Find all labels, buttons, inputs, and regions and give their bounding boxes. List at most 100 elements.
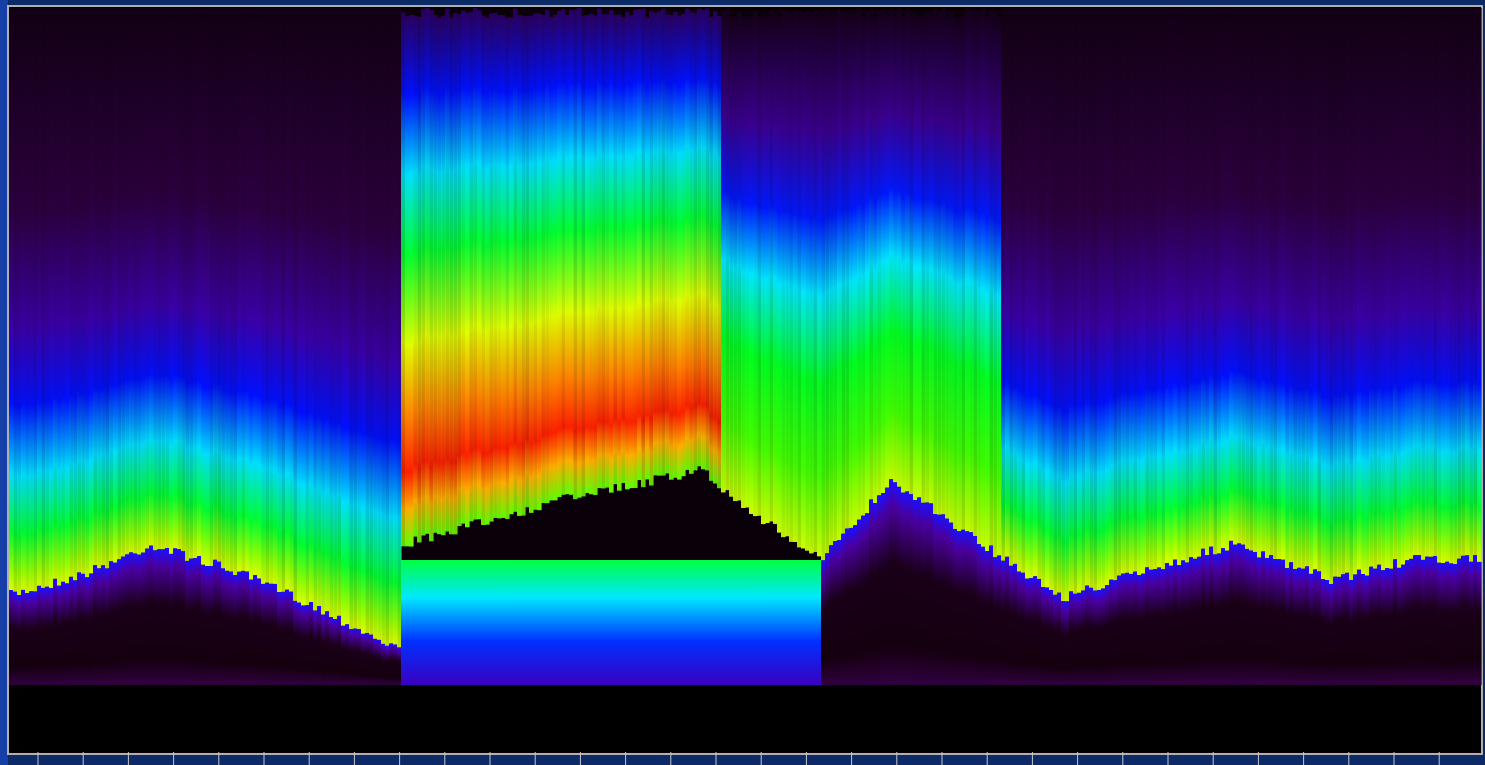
- column: [549, 17, 554, 500]
- column: [881, 10, 886, 493]
- column-base: [441, 560, 446, 685]
- column-base: [1125, 573, 1130, 685]
- column: [1309, 8, 1314, 574]
- column-base: [421, 560, 426, 685]
- column-base: [461, 560, 466, 685]
- column-base: [285, 590, 290, 685]
- column-base: [1453, 564, 1458, 685]
- column-base: [297, 603, 302, 685]
- column: [461, 11, 466, 524]
- column: [613, 15, 618, 484]
- column: [1141, 8, 1146, 574]
- column-base: [1185, 562, 1190, 685]
- column: [1405, 8, 1410, 560]
- column: [961, 14, 966, 529]
- column-base: [649, 560, 654, 685]
- column: [1209, 8, 1214, 547]
- column: [165, 8, 170, 548]
- column: [841, 11, 846, 534]
- column-base: [157, 549, 162, 685]
- column: [957, 18, 962, 531]
- column: [465, 13, 470, 527]
- column: [889, 8, 894, 479]
- column-base: [457, 560, 462, 685]
- column-base: [993, 557, 998, 685]
- column: [1453, 8, 1458, 564]
- column: [805, 11, 810, 551]
- column-base: [1397, 568, 1402, 685]
- column: [1193, 8, 1198, 559]
- column-base: [1329, 584, 1334, 685]
- column: [825, 9, 830, 553]
- column-base: [1429, 557, 1434, 685]
- column: [873, 17, 878, 503]
- column-base: [697, 560, 702, 685]
- column-base: [781, 560, 786, 685]
- column: [1217, 8, 1222, 553]
- column-base: [1041, 587, 1046, 685]
- column: [245, 8, 250, 571]
- column-base: [753, 560, 758, 685]
- column-base: [805, 560, 810, 685]
- column: [437, 18, 442, 534]
- column: [57, 8, 62, 586]
- column: [1177, 8, 1182, 565]
- column-base: [973, 536, 978, 685]
- column-base: [577, 560, 582, 685]
- column-base: [713, 560, 718, 685]
- column-base: [241, 571, 246, 685]
- column: [325, 8, 330, 611]
- column: [513, 9, 518, 512]
- column: [1293, 8, 1298, 569]
- column: [925, 12, 930, 502]
- column: [109, 8, 114, 561]
- column-base: [53, 579, 58, 685]
- column: [1101, 8, 1106, 588]
- column: [713, 11, 718, 483]
- column-base: [1409, 559, 1414, 685]
- column: [629, 15, 634, 488]
- column-base: [317, 606, 322, 685]
- column-base: [233, 575, 238, 685]
- column-base: [1257, 557, 1262, 685]
- column-base: [625, 560, 630, 685]
- column-base: [761, 560, 766, 685]
- column-base: [485, 560, 490, 685]
- column: [89, 8, 94, 573]
- column: [125, 8, 130, 554]
- column: [1169, 8, 1174, 566]
- column-base: [725, 560, 730, 685]
- column-base: [837, 540, 842, 685]
- column-base: [1441, 563, 1446, 685]
- column-base: [405, 560, 410, 685]
- column: [533, 13, 538, 509]
- column: [1381, 8, 1386, 570]
- column-base: [989, 545, 994, 685]
- column-base: [757, 560, 762, 685]
- column: [41, 8, 46, 588]
- column-base: [1317, 571, 1322, 685]
- column-base: [921, 503, 926, 685]
- column: [757, 17, 762, 516]
- column-base: [437, 560, 442, 685]
- column-base: [629, 560, 634, 685]
- column: [209, 8, 214, 566]
- column: [241, 8, 246, 571]
- column-base: [589, 560, 594, 685]
- column: [681, 14, 686, 476]
- column-base: [381, 644, 386, 685]
- column: [1353, 8, 1358, 574]
- column-base: [1241, 545, 1246, 685]
- column-base: [1461, 556, 1466, 685]
- column-base: [77, 572, 82, 685]
- column-base: [693, 560, 698, 685]
- column-base: [1149, 570, 1154, 685]
- column: [169, 8, 174, 554]
- column: [789, 13, 794, 542]
- column: [65, 8, 70, 583]
- column: [765, 16, 770, 523]
- column-base: [429, 560, 434, 685]
- column-base: [653, 560, 658, 685]
- column: [645, 17, 650, 479]
- column-base: [505, 560, 510, 685]
